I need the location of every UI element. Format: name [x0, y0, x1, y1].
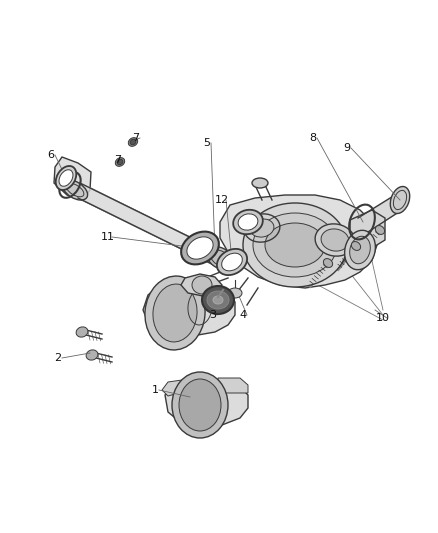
- Polygon shape: [162, 380, 182, 396]
- Text: 4: 4: [240, 310, 247, 320]
- Text: 6: 6: [47, 150, 54, 160]
- Ellipse shape: [323, 259, 332, 268]
- Ellipse shape: [217, 249, 247, 275]
- Ellipse shape: [128, 138, 138, 147]
- Text: 9: 9: [343, 143, 350, 153]
- Ellipse shape: [375, 225, 385, 235]
- Ellipse shape: [253, 213, 337, 277]
- Ellipse shape: [350, 236, 370, 264]
- Ellipse shape: [315, 224, 355, 256]
- Ellipse shape: [179, 379, 221, 431]
- Ellipse shape: [86, 350, 98, 360]
- Ellipse shape: [76, 327, 88, 337]
- Ellipse shape: [222, 253, 242, 271]
- Ellipse shape: [252, 178, 268, 188]
- Ellipse shape: [153, 284, 197, 342]
- Ellipse shape: [351, 241, 360, 251]
- Ellipse shape: [390, 187, 410, 214]
- Polygon shape: [143, 280, 235, 335]
- Polygon shape: [181, 274, 222, 296]
- Text: 7: 7: [114, 155, 122, 165]
- Polygon shape: [350, 210, 385, 248]
- Ellipse shape: [321, 229, 349, 251]
- Text: 10: 10: [376, 313, 390, 323]
- Ellipse shape: [345, 230, 375, 270]
- Polygon shape: [78, 183, 220, 267]
- Text: 11: 11: [101, 232, 115, 242]
- Ellipse shape: [207, 247, 233, 269]
- Text: 5: 5: [204, 138, 211, 148]
- Ellipse shape: [56, 166, 76, 190]
- Polygon shape: [165, 380, 248, 427]
- Ellipse shape: [250, 219, 274, 237]
- Ellipse shape: [228, 288, 242, 298]
- Text: 1: 1: [152, 385, 159, 395]
- Ellipse shape: [238, 214, 258, 230]
- Ellipse shape: [145, 276, 205, 350]
- Ellipse shape: [202, 286, 234, 314]
- Polygon shape: [218, 378, 248, 393]
- Polygon shape: [358, 195, 405, 232]
- Ellipse shape: [172, 372, 228, 438]
- Ellipse shape: [59, 169, 73, 186]
- Text: 7: 7: [132, 133, 140, 143]
- Text: 2: 2: [54, 353, 62, 363]
- Ellipse shape: [181, 232, 219, 264]
- Ellipse shape: [265, 223, 325, 267]
- Ellipse shape: [187, 237, 213, 259]
- Ellipse shape: [243, 203, 347, 287]
- Polygon shape: [54, 157, 91, 200]
- Text: 8: 8: [309, 133, 317, 143]
- Polygon shape: [220, 195, 378, 288]
- Ellipse shape: [192, 276, 212, 294]
- Text: 12: 12: [215, 195, 229, 205]
- Ellipse shape: [130, 139, 136, 144]
- Text: 3: 3: [209, 310, 216, 320]
- Ellipse shape: [117, 159, 123, 165]
- Ellipse shape: [213, 296, 223, 304]
- Ellipse shape: [62, 180, 88, 200]
- Ellipse shape: [115, 158, 125, 166]
- Ellipse shape: [233, 210, 263, 234]
- Ellipse shape: [207, 291, 229, 309]
